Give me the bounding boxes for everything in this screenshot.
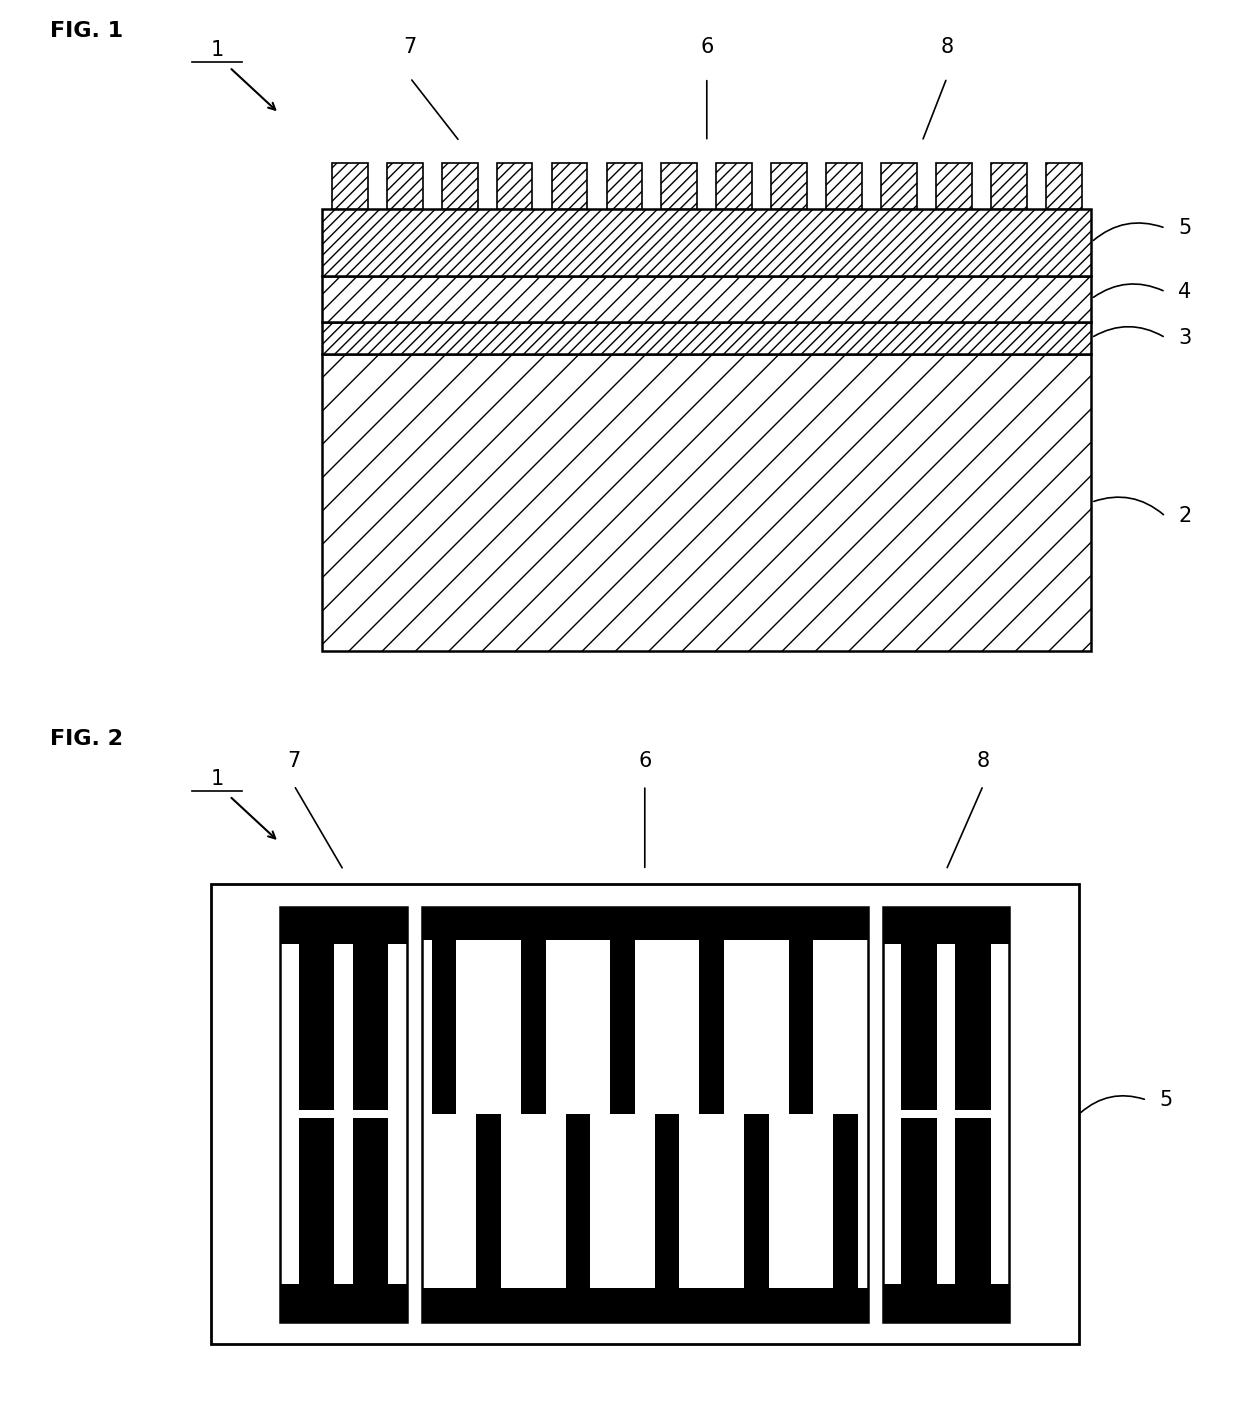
Text: 6: 6: [701, 37, 713, 57]
Bar: [699, 940, 724, 1115]
Bar: [353, 944, 388, 1111]
Bar: [610, 940, 635, 1115]
Bar: [387, 163, 423, 209]
Bar: [280, 907, 407, 1322]
Text: 1: 1: [211, 768, 223, 790]
Text: 5: 5: [1159, 1090, 1173, 1111]
Bar: [211, 884, 1079, 1344]
Bar: [789, 940, 813, 1115]
Bar: [521, 940, 546, 1115]
Bar: [833, 1115, 858, 1289]
Text: 8: 8: [977, 751, 990, 771]
Bar: [655, 1115, 680, 1289]
Bar: [353, 1118, 388, 1285]
Bar: [422, 1289, 868, 1322]
Bar: [497, 163, 532, 209]
Bar: [717, 163, 753, 209]
Text: 6: 6: [639, 751, 651, 771]
Bar: [955, 944, 991, 1111]
Bar: [565, 1115, 590, 1289]
Bar: [552, 163, 588, 209]
Bar: [826, 163, 862, 209]
Text: 1: 1: [211, 40, 223, 59]
Bar: [322, 276, 1091, 321]
Text: FIG. 1: FIG. 1: [50, 21, 123, 41]
Bar: [299, 1118, 335, 1285]
Bar: [299, 944, 335, 1111]
Bar: [280, 1285, 407, 1322]
Bar: [322, 321, 1091, 354]
Bar: [422, 907, 868, 1322]
Text: 4: 4: [1178, 282, 1192, 301]
Bar: [322, 209, 1091, 276]
Text: 8: 8: [940, 37, 954, 57]
Bar: [991, 163, 1027, 209]
Text: 2: 2: [1178, 507, 1192, 526]
Bar: [661, 163, 697, 209]
Text: 7: 7: [288, 751, 300, 771]
Text: FIG. 2: FIG. 2: [50, 729, 123, 749]
Bar: [883, 907, 1009, 1322]
Text: 5: 5: [1178, 218, 1192, 238]
Text: 3: 3: [1178, 328, 1192, 348]
Bar: [332, 163, 368, 209]
Bar: [432, 940, 456, 1115]
Bar: [441, 163, 477, 209]
Bar: [883, 907, 1009, 944]
Bar: [882, 163, 916, 209]
Bar: [1045, 163, 1081, 209]
Bar: [955, 1118, 991, 1285]
Bar: [322, 354, 1091, 651]
Text: 7: 7: [403, 37, 417, 57]
Bar: [744, 1115, 769, 1289]
Bar: [422, 907, 868, 940]
Bar: [901, 1118, 936, 1285]
Bar: [901, 944, 936, 1111]
Bar: [771, 163, 807, 209]
Bar: [936, 163, 972, 209]
Bar: [280, 907, 407, 944]
Bar: [606, 163, 642, 209]
Bar: [476, 1115, 501, 1289]
Bar: [883, 1285, 1009, 1322]
